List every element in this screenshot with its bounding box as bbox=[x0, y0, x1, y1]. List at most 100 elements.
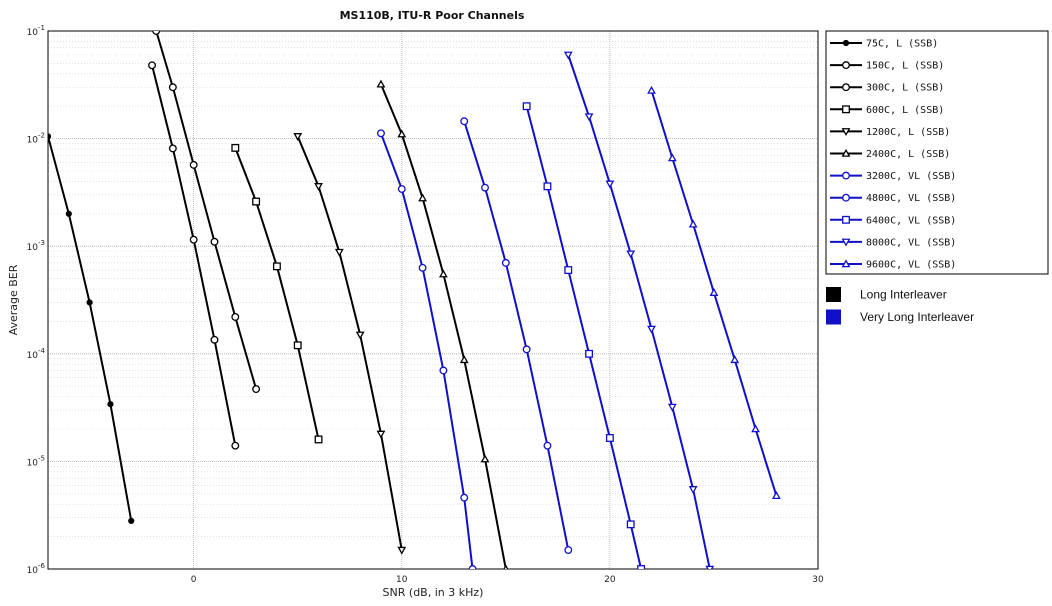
legend-entry: 1200C, L (SSB) bbox=[830, 127, 950, 138]
data-point bbox=[439, 366, 448, 375]
data-point bbox=[771, 491, 781, 499]
data-point bbox=[210, 335, 219, 344]
series-line bbox=[296, 135, 403, 551]
series-8 bbox=[460, 117, 573, 555]
legend-label: 600C, L (SSB) bbox=[866, 105, 944, 116]
data-point bbox=[842, 83, 850, 92]
data-point bbox=[189, 160, 198, 169]
data-point bbox=[272, 262, 281, 271]
data-point bbox=[148, 61, 157, 70]
data-point bbox=[667, 403, 677, 412]
y-tick-label: 10-5 bbox=[27, 454, 45, 468]
series-line bbox=[463, 120, 570, 551]
data-point bbox=[397, 129, 407, 138]
data-point bbox=[314, 183, 323, 191]
data-point bbox=[564, 266, 573, 275]
grid bbox=[48, 31, 819, 570]
data-point bbox=[376, 79, 386, 88]
data-point bbox=[522, 345, 531, 354]
legend-entry: 600C, L (SSB) bbox=[830, 105, 944, 116]
legend-entry: 3200C, VL (SSB) bbox=[830, 171, 956, 182]
legend-entry: 2400C, L (SSB) bbox=[830, 148, 950, 160]
series-2 bbox=[148, 61, 240, 450]
data-point bbox=[65, 210, 72, 217]
data-point bbox=[637, 565, 646, 569]
data-point bbox=[688, 219, 698, 228]
y-tick-label: 10-6 bbox=[27, 562, 46, 576]
data-point bbox=[751, 424, 760, 433]
data-point bbox=[688, 486, 698, 494]
data-point bbox=[585, 349, 594, 358]
data-point bbox=[584, 113, 594, 122]
data-point bbox=[459, 355, 469, 364]
legend-label: 9600C, VL (SSB) bbox=[866, 260, 956, 271]
data-point bbox=[605, 434, 614, 442]
data-point bbox=[152, 31, 161, 35]
y-tick-label: 10-1 bbox=[27, 24, 45, 38]
series-10 bbox=[563, 51, 715, 569]
data-point bbox=[376, 430, 386, 439]
legend-label: 2400C, L (SSB) bbox=[866, 149, 950, 160]
series-line bbox=[234, 147, 320, 440]
legend-entry: 4800C, VL (SSB) bbox=[830, 193, 956, 204]
data-point bbox=[189, 235, 198, 244]
data-point bbox=[86, 299, 93, 306]
data-point bbox=[543, 441, 552, 450]
data-point bbox=[418, 193, 427, 202]
data-point bbox=[709, 288, 719, 296]
legend-label: 75C, L (SSB) bbox=[866, 39, 938, 50]
x-axis-label: SNR (dB, in 3 kHz) bbox=[383, 586, 484, 599]
data-point bbox=[210, 237, 219, 246]
legend-entry: 9600C, VL (SSB) bbox=[830, 259, 956, 271]
data-point bbox=[231, 143, 240, 152]
data-point bbox=[397, 185, 406, 193]
data-point bbox=[168, 83, 177, 92]
x-tick-label: 10 bbox=[396, 575, 408, 585]
data-point bbox=[460, 117, 469, 126]
data-point bbox=[647, 325, 656, 334]
data-point bbox=[480, 454, 490, 463]
data-point bbox=[842, 193, 850, 202]
data-point bbox=[377, 129, 385, 138]
data-point bbox=[842, 39, 850, 47]
data-point bbox=[647, 85, 656, 94]
data-point bbox=[842, 215, 850, 224]
data-point bbox=[543, 182, 552, 191]
data-point bbox=[460, 493, 469, 502]
legend-label: 3200C, VL (SSB) bbox=[866, 171, 956, 182]
data-point bbox=[841, 128, 851, 137]
x-tick-label: 20 bbox=[604, 575, 616, 585]
series-3 bbox=[152, 31, 261, 394]
data-point bbox=[334, 248, 344, 257]
series-4 bbox=[231, 143, 323, 444]
legend-entry: 8000C, VL (SSB) bbox=[830, 237, 956, 248]
key-label: Very Long Interleaver bbox=[860, 310, 974, 324]
data-point bbox=[605, 180, 615, 189]
x-tick-label: 30 bbox=[812, 575, 824, 585]
legend-label: 1200C, L (SSB) bbox=[866, 127, 950, 138]
data-point bbox=[355, 331, 365, 340]
data-point bbox=[231, 441, 240, 450]
series-6 bbox=[376, 79, 509, 569]
series-line bbox=[380, 83, 507, 569]
data-point bbox=[564, 546, 573, 555]
data-point bbox=[314, 435, 323, 444]
x-tick-label: 0 bbox=[191, 575, 197, 585]
data-point bbox=[841, 148, 851, 157]
data-point bbox=[252, 385, 261, 394]
data-point bbox=[128, 517, 135, 524]
data-point bbox=[48, 133, 52, 140]
data-point bbox=[107, 401, 114, 408]
y-axis-label: Average BER bbox=[7, 264, 20, 335]
data-point bbox=[705, 565, 715, 569]
y-tick-label: 10-3 bbox=[27, 239, 45, 253]
legend-label: 150C, L (SSB) bbox=[866, 61, 944, 72]
data-point bbox=[418, 263, 427, 272]
series-line bbox=[155, 31, 258, 390]
series-5 bbox=[293, 133, 407, 555]
legend-label: 4800C, VL (SSB) bbox=[866, 193, 956, 204]
data-point bbox=[842, 171, 850, 180]
key-swatch bbox=[826, 287, 841, 302]
plot-area bbox=[47, 30, 819, 570]
